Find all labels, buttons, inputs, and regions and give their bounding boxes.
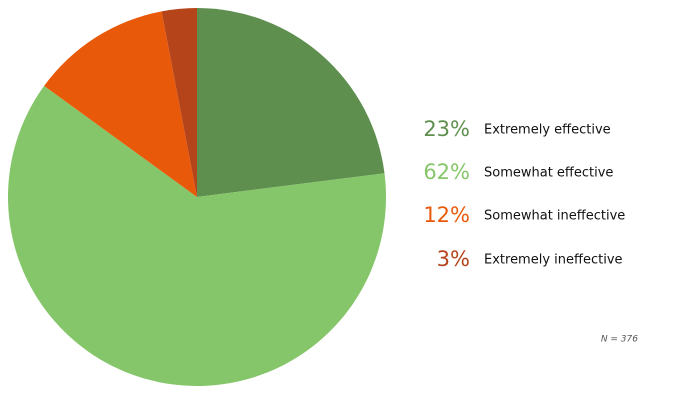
legend-value: 62% — [423, 160, 470, 184]
sample-size-note: N = 376 — [601, 335, 638, 345]
legend-value: 23% — [423, 117, 470, 141]
legend-value: 3% — [437, 247, 470, 271]
pie-slice — [197, 8, 385, 197]
legend-label: Somewhat ineffective — [484, 209, 625, 224]
pie-slice — [161, 8, 197, 197]
legend-value: 12% — [423, 203, 470, 227]
legend-label: Extremely ineffective — [484, 253, 623, 268]
legend-label: Extremely effective — [484, 123, 611, 138]
pie-slice — [7, 85, 386, 387]
legend-label: Somewhat effective — [484, 166, 613, 181]
pie-slice — [44, 11, 197, 197]
